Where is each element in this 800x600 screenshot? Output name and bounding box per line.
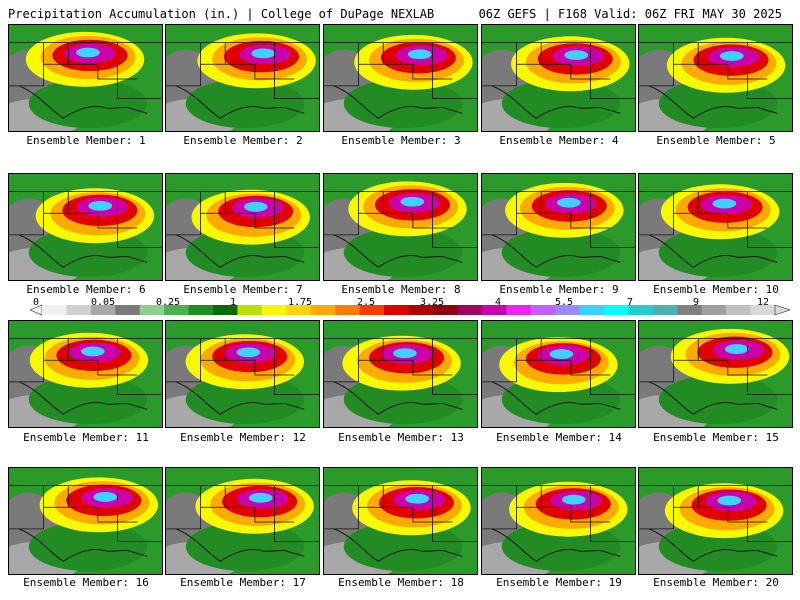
colorbar-swatch	[164, 305, 189, 315]
ensemble-member-caption: Ensemble Member: 1	[26, 134, 146, 147]
colorbar-swatch	[726, 305, 751, 315]
colorbar-swatch	[286, 305, 312, 315]
ensemble-member-caption: Ensemble Member: 5	[656, 134, 776, 147]
ensemble-member-6-map	[8, 173, 163, 281]
map-title: Precipitation Accumulation (in.) | Colle…	[8, 7, 435, 21]
ensemble-member-caption: Ensemble Member: 11	[23, 431, 149, 444]
ensemble-member-caption: Ensemble Member: 8	[341, 283, 461, 296]
ensemble-member-20-map	[638, 467, 793, 575]
colorbar-swatch	[42, 305, 67, 315]
ensemble-member-7-map	[165, 173, 320, 281]
colorbar-swatch	[213, 305, 238, 315]
colorbar-swatch	[261, 305, 287, 315]
ensemble-member-8-map	[323, 173, 478, 281]
ensemble-member-caption: Ensemble Member: 18	[338, 576, 464, 589]
colorbar-tick-label: 9	[692, 297, 700, 308]
precip-colorbar	[30, 304, 790, 316]
colorbar-swatch	[652, 305, 678, 315]
colorbar-swatch	[701, 305, 727, 315]
ensemble-member-caption: Ensemble Member: 19	[496, 576, 622, 589]
ensemble-member-18-map	[323, 467, 478, 575]
colorbar-swatch	[555, 305, 580, 315]
colorbar-swatch	[310, 305, 336, 315]
ensemble-member-caption: Ensemble Member: 16	[23, 576, 149, 589]
ensemble-member-caption: Ensemble Member: 15	[653, 431, 779, 444]
ensemble-member-11-map	[8, 320, 163, 428]
ensemble-member-caption: Ensemble Member: 13	[338, 431, 464, 444]
colorbar-swatch	[335, 305, 361, 315]
colorbar-swatch	[408, 305, 434, 315]
ensemble-member-caption: Ensemble Member: 6	[26, 283, 146, 296]
ensemble-member-14-map	[481, 320, 636, 428]
ensemble-member-caption: Ensemble Member: 20	[653, 576, 779, 589]
colorbar-swatch	[750, 305, 776, 315]
colorbar-swatch	[66, 305, 92, 315]
colorbar-tick-label: 1	[229, 297, 237, 308]
colorbar-swatch	[188, 305, 214, 315]
colorbar-tick-label: 3.25	[419, 297, 445, 308]
ensemble-member-16-map	[8, 467, 163, 575]
ensemble-member-19-map	[481, 467, 636, 575]
ensemble-member-15-map	[638, 320, 793, 428]
colorbar-swatch	[579, 305, 605, 315]
ensemble-member-caption: Ensemble Member: 3	[341, 134, 461, 147]
ensemble-member-caption: Ensemble Member: 7	[183, 283, 303, 296]
ensemble-member-caption: Ensemble Member: 9	[499, 283, 619, 296]
colorbar-swatch	[677, 305, 703, 315]
colorbar-swatch	[506, 305, 532, 315]
ensemble-member-4-map	[481, 24, 636, 132]
colorbar-swatch	[530, 305, 556, 315]
colorbar-swatch	[384, 305, 409, 315]
colorbar-tick-label: 2.5	[356, 297, 376, 308]
ensemble-member-5-map	[638, 24, 793, 132]
ensemble-member-13-map	[323, 320, 478, 428]
colorbar-tick-label: 12	[756, 297, 770, 308]
ensemble-member-1-map	[8, 24, 163, 132]
ensemble-member-10-map	[638, 173, 793, 281]
colorbar-tick-label: 4	[494, 297, 502, 308]
ensemble-member-caption: Ensemble Member: 17	[180, 576, 306, 589]
colorbar-swatch	[237, 305, 263, 315]
ensemble-member-caption: Ensemble Member: 12	[180, 431, 306, 444]
colorbar-tick-label: 7	[626, 297, 634, 308]
colorbar-tick-label: 0.05	[90, 297, 116, 308]
colorbar-tick-label: 1.75	[287, 297, 313, 308]
ensemble-member-2-map	[165, 24, 320, 132]
colorbar-swatch	[115, 305, 141, 315]
run-valid-time: 06Z GEFS | F168 Valid: 06Z FRI MAY 30 20…	[478, 7, 782, 21]
ensemble-member-caption: Ensemble Member: 14	[496, 431, 622, 444]
ensemble-member-caption: Ensemble Member: 2	[183, 134, 303, 147]
colorbar-swatch	[603, 305, 629, 315]
ensemble-member-caption: Ensemble Member: 10	[653, 283, 779, 296]
ensemble-member-caption: Ensemble Member: 4	[499, 134, 619, 147]
colorbar-swatch	[457, 305, 483, 315]
colorbar-swatch	[359, 305, 385, 315]
ensemble-member-3-map	[323, 24, 478, 132]
colorbar-swatch	[481, 305, 507, 315]
colorbar-swatch	[139, 305, 165, 315]
ensemble-member-17-map	[165, 467, 320, 575]
colorbar-swatch	[628, 305, 654, 315]
colorbar-arrow-right	[774, 304, 790, 316]
colorbar-swatch	[432, 305, 458, 315]
colorbar-tick-label: 0.25	[155, 297, 181, 308]
colorbar-tick-label: 0	[32, 297, 40, 308]
colorbar-swatch	[90, 305, 116, 315]
ensemble-member-12-map	[165, 320, 320, 428]
colorbar-tick-label: 5.5	[554, 297, 574, 308]
ensemble-member-9-map	[481, 173, 636, 281]
